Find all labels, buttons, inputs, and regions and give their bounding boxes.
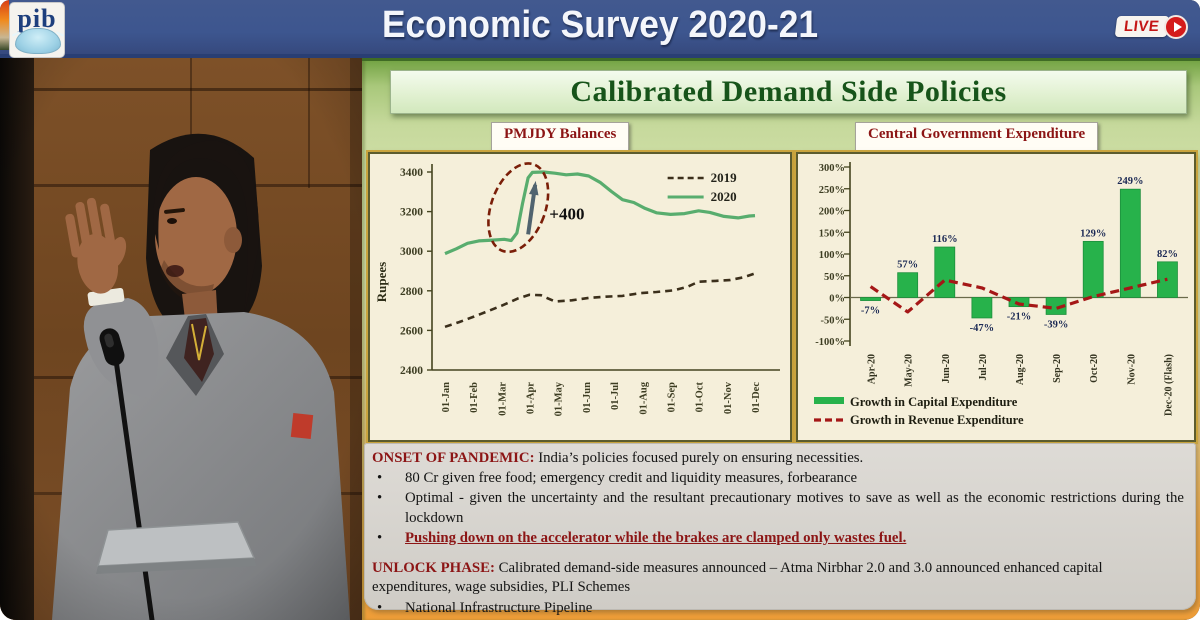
svg-text:Apr-20: Apr-20: [867, 354, 878, 384]
svg-text:01-Jul: 01-Jul: [610, 382, 621, 410]
svg-text:01-Dec: 01-Dec: [751, 382, 762, 413]
bullet-marker: •: [377, 529, 383, 546]
svg-text:01-Jun: 01-Jun: [582, 382, 593, 413]
page-title: Economic Survey 2020-21: [381, 4, 819, 46]
flag-sliver: [0, 0, 9, 50]
onset-highlight: Pushing down on the accelerator while th…: [405, 529, 907, 546]
svg-text:50%: 50%: [824, 272, 845, 283]
bullet-marker: •: [377, 490, 383, 507]
live-badge: LIVE: [1114, 15, 1188, 41]
slide: Calibrated Demand Side Policies PMJDY Ba…: [362, 58, 1200, 620]
onset-bullet-1: 80 Cr given free food; emergency credit …: [405, 470, 858, 487]
svg-text:May-20: May-20: [904, 354, 915, 387]
svg-text:129%: 129%: [1080, 228, 1106, 239]
list-item: • Pushing down on the accelerator while t…: [372, 529, 1184, 548]
svg-text:Nov-20: Nov-20: [1126, 354, 1137, 385]
svg-text:2800: 2800: [400, 286, 423, 298]
pmjdy-line-chart-svg: 2400 2600 2800 3000 3200 3400 01-Jan 01-Feb 01-M…: [374, 162, 780, 416]
slide-title: Calibrated Demand Side Policies: [570, 75, 1007, 108]
unlock-text: Calibrated demand-side measures announce…: [372, 560, 1103, 596]
svg-text:150%: 150%: [819, 228, 845, 239]
svg-text:Growth in Capital Expenditure: Growth in Capital Expenditure: [850, 395, 1018, 409]
svg-text:300%: 300%: [819, 163, 845, 174]
svg-text:116%: 116%: [932, 234, 958, 245]
onset-bullet-2: Optimal - given the uncertainty and the …: [405, 490, 1184, 526]
onset-bullet-list: • 80 Cr given free food; emergency credit…: [372, 469, 1184, 548]
svg-text:-7%: -7%: [861, 306, 880, 317]
slide-title-banner: Calibrated Demand Side Policies: [390, 70, 1187, 114]
list-item: • National Infrastructure Pipeline: [372, 599, 1184, 618]
onset-heading: ONSET OF PANDEMIC:: [372, 450, 535, 466]
face-mask-icon: [15, 28, 61, 54]
bullet-marker: •: [377, 599, 383, 616]
svg-text:249%: 249%: [1117, 176, 1143, 187]
expenditure-bar-chart-svg: -100% -50% 0% 50% 100% 150% 200% 250% 300% -7% 57%…: [814, 162, 1188, 427]
svg-text:01-May: 01-May: [554, 381, 565, 416]
onset-intro: India’s policies focused purely on ensur…: [538, 450, 864, 466]
svg-text:-100%: -100%: [815, 337, 845, 348]
bullet-marker: •: [377, 470, 383, 487]
svg-text:3400: 3400: [400, 167, 423, 179]
play-icon: [1164, 15, 1188, 39]
unlock-bullet-list: • National Infrastructure Pipeline: [372, 599, 1184, 618]
svg-text:250%: 250%: [819, 185, 845, 196]
svg-text:200%: 200%: [819, 207, 845, 218]
svg-text:01-Oct: 01-Oct: [695, 382, 706, 413]
right-chart-title: Central Government Expenditure: [855, 122, 1099, 151]
left-chart-title: PMJDY Balances: [491, 122, 630, 151]
unlock-heading: UNLOCK PHASE:: [372, 560, 495, 577]
svg-text:0%: 0%: [829, 294, 845, 305]
unlock-paragraph: UNLOCK PHASE: Calibrated demand-side mea…: [372, 559, 1184, 597]
svg-text:01-Feb: 01-Feb: [469, 382, 480, 413]
svg-text:2400: 2400: [400, 365, 423, 377]
svg-text:-47%: -47%: [970, 323, 995, 334]
svg-text:Jul-20: Jul-20: [978, 354, 989, 381]
svg-text:3000: 3000: [400, 246, 423, 258]
presenter-video-region[interactable]: [0, 58, 362, 620]
svg-text:Sep-20: Sep-20: [1052, 354, 1063, 383]
svg-text:Oct-20: Oct-20: [1089, 354, 1100, 383]
svg-text:2020: 2020: [711, 189, 737, 204]
svg-text:+400: +400: [549, 205, 584, 224]
vignette: [0, 58, 362, 620]
svg-text:100%: 100%: [819, 250, 845, 261]
list-item: • Optimal - given the uncertainty and the…: [372, 489, 1184, 527]
svg-text:Jun-20: Jun-20: [941, 354, 952, 383]
unlock-bullet-1: National Infrastructure Pipeline: [405, 599, 593, 616]
svg-text:01-Nov: 01-Nov: [723, 381, 734, 414]
pib-logo: pib: [9, 2, 65, 58]
svg-text:2600: 2600: [400, 325, 423, 337]
svg-text:01-Jan: 01-Jan: [441, 382, 452, 412]
pmjdy-chart: 2400 2600 2800 3000 3200 3400 01-Jan 01-Feb 01-M…: [368, 152, 792, 442]
svg-text:2019: 2019: [711, 170, 738, 185]
svg-text:82%: 82%: [1157, 249, 1178, 260]
svg-text:Aug-20: Aug-20: [1015, 354, 1026, 385]
svg-text:-39%: -39%: [1044, 319, 1069, 330]
svg-text:-50%: -50%: [821, 315, 846, 326]
presenter-illustration: [0, 58, 362, 620]
live-label: LIVE: [1114, 16, 1170, 37]
onset-paragraph: ONSET OF PANDEMIC: India’s policies focu…: [372, 449, 1184, 468]
expenditure-chart: -100% -50% 0% 50% 100% 150% 200% 250% 300% -7% 57%…: [796, 152, 1196, 442]
svg-text:Growth in Revenue Expenditure: Growth in Revenue Expenditure: [850, 413, 1024, 427]
notes-panel: ONSET OF PANDEMIC: India’s policies focu…: [364, 443, 1196, 616]
svg-text:Rupees: Rupees: [374, 262, 389, 302]
svg-text:01-Apr: 01-Apr: [526, 382, 537, 414]
list-item: • 80 Cr given free food; emergency credit…: [372, 469, 1184, 488]
svg-text:01-Aug: 01-Aug: [638, 381, 649, 414]
svg-text:3200: 3200: [400, 207, 423, 219]
svg-text:01-Sep: 01-Sep: [666, 382, 677, 412]
svg-text:Dec-20 (Flash): Dec-20 (Flash): [1163, 354, 1174, 416]
header-bar: pib Economic Survey 2020-21 LIVE: [0, 0, 1200, 58]
svg-text:-21%: -21%: [1007, 312, 1032, 323]
play-triangle-icon: [1174, 22, 1182, 32]
svg-text:01-Mar: 01-Mar: [497, 382, 508, 416]
svg-text:57%: 57%: [897, 260, 918, 271]
